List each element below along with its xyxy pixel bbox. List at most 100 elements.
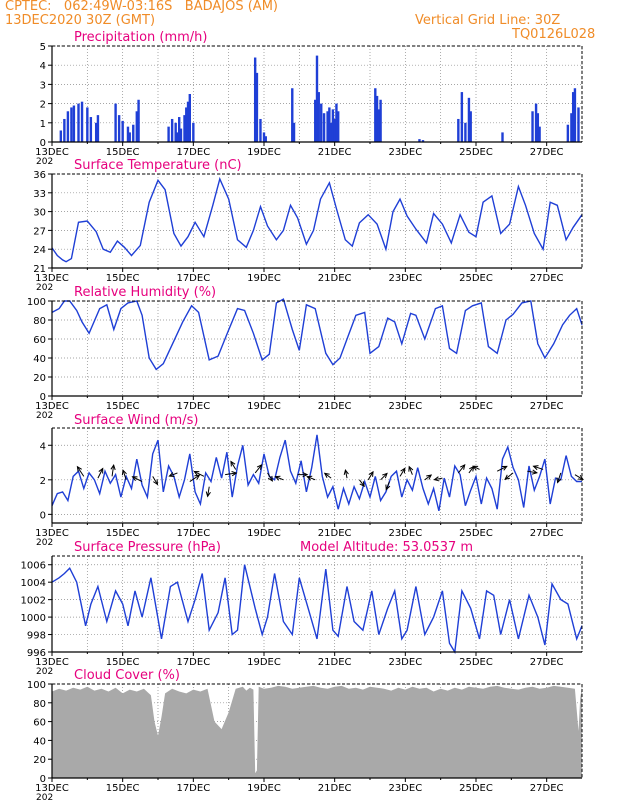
wind-arrow	[122, 470, 127, 480]
y-tick-label: 60	[33, 335, 46, 346]
precip-bar	[86, 107, 89, 142]
x-tick-label: 19DEC	[247, 657, 281, 668]
x-tick-label: 25DEC	[459, 657, 493, 668]
y-tick-label: 20	[33, 755, 46, 766]
precip-bar	[186, 101, 190, 142]
wind-arrow-head	[193, 471, 200, 476]
precip-bar	[264, 136, 267, 142]
wind-arrow-head	[433, 476, 440, 482]
precip-bar	[63, 118, 66, 142]
panel-title: Surface Wind (m/s)	[74, 413, 198, 428]
wind-arrow	[76, 466, 85, 477]
precip-bar	[573, 88, 577, 142]
x-year-label: 202	[36, 793, 53, 800]
x-tick-label: 13DEC	[35, 273, 69, 284]
wind-arrow	[194, 471, 205, 477]
x-year-label: 202	[36, 411, 53, 421]
precip-bar	[183, 115, 186, 142]
precip-bar	[137, 99, 140, 142]
precip-bar	[322, 113, 326, 142]
wind-arrow-head	[267, 475, 273, 482]
panel-title: Surface Pressure (hPa)	[74, 540, 221, 555]
panel-title: Surface Temperature (nC)	[74, 158, 242, 173]
wind-arrow-head	[400, 467, 406, 474]
precip-bar	[291, 88, 294, 142]
wind-arrow-head	[110, 464, 116, 471]
y-tick-label: 2	[40, 100, 46, 111]
cloud-cover-area	[52, 685, 582, 778]
x-tick-label: 13DEC	[35, 401, 69, 412]
wind-arrow-head	[532, 465, 539, 471]
precip-bar	[331, 109, 335, 142]
wind-arrow-head	[231, 471, 238, 477]
x-tick-label: 13DEC	[35, 657, 69, 668]
wind-arrow	[344, 469, 348, 479]
wind-arrow	[380, 473, 388, 481]
x-tick-label: 23DEC	[388, 528, 422, 539]
precip-bar	[178, 117, 181, 142]
wind-arrow-head	[472, 465, 479, 471]
precip-bar	[531, 111, 534, 142]
precip-bar	[374, 88, 377, 142]
panel-rh: Relative Humidity (%) 0 20 40 60 80 100 13DEC 15…	[27, 285, 583, 421]
precip-bar	[188, 94, 191, 142]
wind-arrow	[468, 466, 475, 474]
x-year-label: 202	[36, 538, 53, 548]
x-tick-label: 27DEC	[530, 657, 564, 668]
x-tick-label: 27DEC	[530, 783, 564, 794]
wind-arrow-head	[194, 474, 201, 480]
y-tick-label: 0	[40, 138, 46, 149]
wind-arrow	[367, 471, 374, 481]
y-tick-label: 36	[33, 170, 46, 181]
wind-arrow	[385, 481, 390, 490]
precip-bar	[467, 97, 471, 142]
wind-arrow-head	[504, 474, 511, 481]
precip-bar	[329, 122, 333, 142]
x-tick-label: 17DEC	[176, 783, 210, 794]
wind-arrow-head	[230, 460, 236, 467]
precip-bar	[132, 124, 135, 142]
y-tick-label: 0	[40, 392, 46, 403]
y-tick-label: 0	[40, 510, 46, 521]
x-year-label: 202	[36, 667, 53, 677]
x-tick-label: 23DEC	[388, 657, 422, 668]
model-altitude-label: Model Altitude: 53.0537 m	[300, 540, 473, 555]
x-year-label: 202	[36, 157, 53, 167]
x-tick-label: 15DEC	[106, 273, 140, 284]
precip-bar	[464, 122, 467, 142]
wind-arrow-head	[556, 477, 562, 484]
precip-bar	[135, 111, 138, 142]
x-tick-label: 27DEC	[530, 401, 564, 412]
wind-arrow-head	[168, 472, 175, 477]
precip-bar	[114, 103, 117, 142]
y-tick-label: 27	[33, 226, 46, 237]
wind-arrow-head	[98, 467, 104, 474]
y-tick-label: 60	[33, 718, 46, 729]
wind-arrow-head	[368, 470, 374, 477]
wind-arrow	[307, 476, 316, 481]
precip-bar	[94, 122, 98, 142]
wind-arrow	[399, 468, 406, 477]
pressure-series-line	[51, 564, 583, 655]
wind-arrow	[225, 472, 237, 476]
precip-bar	[292, 122, 296, 142]
precip-bar	[167, 126, 170, 142]
panel-cloud: Cloud Cover (%) 0 20 40 60 80 100 13DEC 15DEC 17D…	[27, 668, 583, 800]
precip-bar	[320, 103, 323, 142]
precip-bar	[262, 132, 266, 142]
wind-arrow	[424, 474, 432, 481]
y-tick-label: 80	[33, 316, 46, 327]
x-tick-label: 15DEC	[106, 528, 140, 539]
wind-arrow-head	[274, 475, 281, 481]
x-tick-label: 21DEC	[318, 273, 352, 284]
wind-arrow-head	[426, 474, 433, 480]
x-tick-label: 15DEC	[106, 783, 140, 794]
wind-arrow-head	[256, 464, 263, 470]
header-run-code: TQ0126L028	[512, 27, 596, 42]
wind-arrow-head	[302, 472, 309, 478]
wind-arrow	[533, 465, 544, 470]
y-tick-label: 40	[33, 736, 46, 747]
x-tick-label: 25DEC	[459, 273, 493, 284]
wind-arrow	[324, 472, 332, 479]
panel-title: Cloud Cover (%)	[74, 668, 180, 683]
